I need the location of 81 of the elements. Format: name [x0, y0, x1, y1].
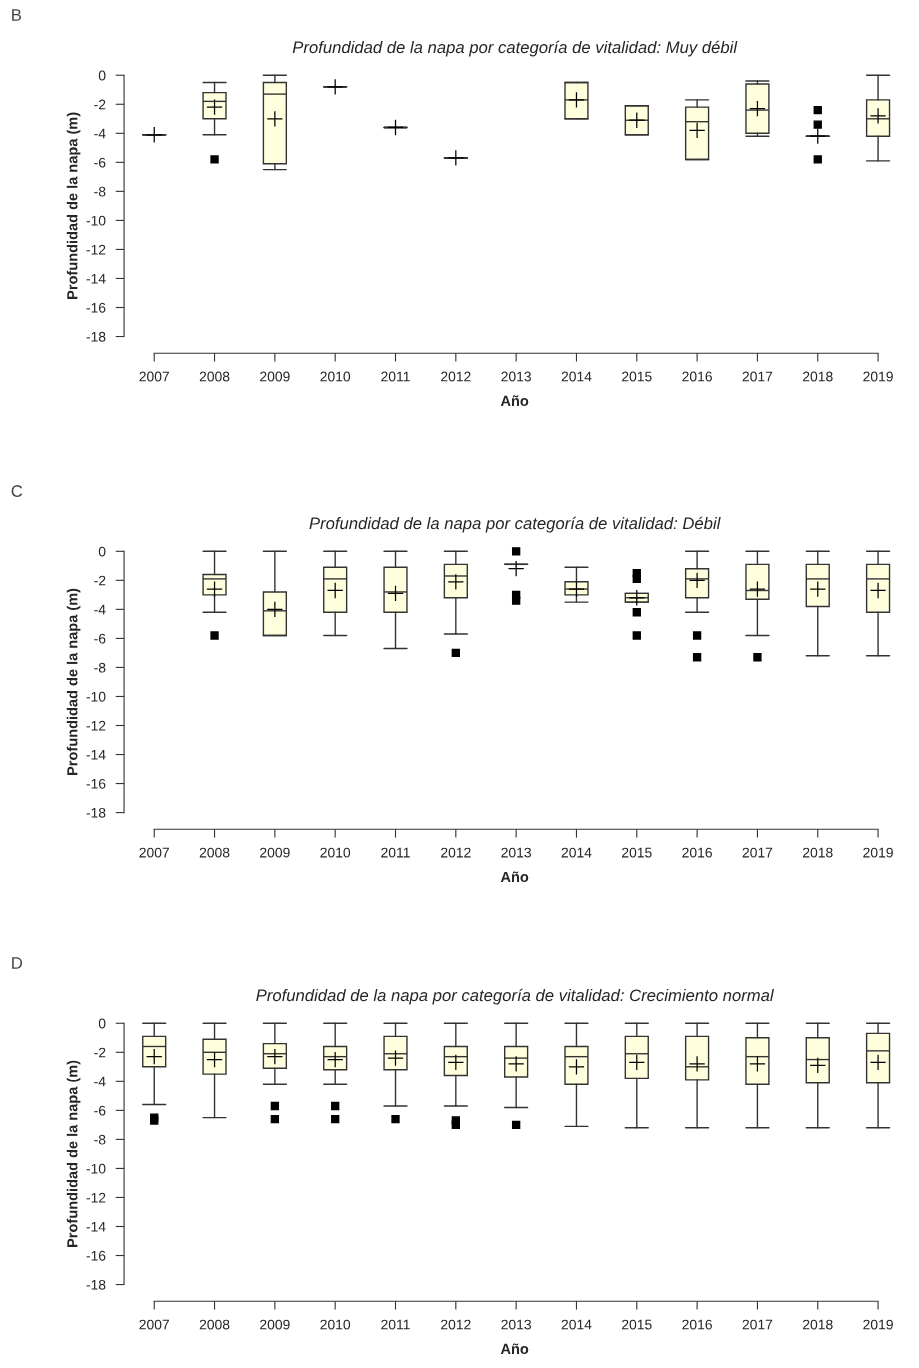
x-tick-label: 2017 [742, 371, 773, 382]
x-tick-label: 2018 [803, 847, 833, 858]
x-tick-label: 2007 [139, 371, 169, 382]
x-tick-label: 2013 [501, 1319, 531, 1330]
x-tick-label: 2009 [260, 1319, 290, 1330]
y-tick-label: -18 [86, 807, 106, 818]
y-tick-label: -10 [86, 691, 106, 702]
x-tick-label: 2016 [682, 371, 712, 382]
x-tick-label: 2015 [622, 1319, 652, 1330]
x-tick-label: 2007 [139, 847, 169, 858]
y-tick-label: -4 [94, 1076, 106, 1087]
x-tick-label: 2008 [199, 371, 230, 382]
x-tick-label: 2017 [742, 847, 773, 858]
x-tick-label: 2008 [199, 847, 230, 858]
x-tick-label: 2011 [381, 847, 410, 858]
y-tick-label: -18 [86, 1279, 106, 1290]
chart-title: Profundidad de la napa por categoría de vitalidad: Débil [309, 516, 721, 533]
y-tick-label: 0 [98, 70, 106, 81]
y-tick-label: -8 [94, 1134, 106, 1145]
y-tick-label: -10 [86, 215, 106, 226]
y-axis-title: Profundidad de la napa (m) [66, 112, 81, 299]
x-tick-label: 2015 [622, 847, 652, 858]
y-tick-label: -8 [94, 662, 106, 673]
chart-title: Profundidad de la napa por categoría de vitalidad: Muy débil [292, 40, 738, 57]
y-tick-label: -12 [86, 244, 106, 255]
x-tick-label: 2013 [501, 371, 531, 382]
x-tick-label: 2013 [501, 847, 531, 858]
text: D [12, 957, 23, 969]
x-tick-label: 2016 [682, 847, 712, 858]
x-tick-label: 2016 [682, 1319, 712, 1330]
x-tick-label: 2019 [863, 1319, 893, 1330]
x-tick-label: 2019 [863, 371, 893, 382]
x-tick-label: 2010 [320, 847, 351, 858]
x-tick-label: 2015 [622, 371, 652, 382]
y-tick-label: -6 [94, 1105, 106, 1116]
x-tick-label: 2009 [260, 371, 290, 382]
y-tick-label: -6 [94, 157, 106, 168]
x-tick-label: 2017 [742, 1319, 773, 1330]
y-tick-label: -14 [86, 750, 106, 760]
y-tick-label: -12 [86, 720, 106, 731]
x-tick-label: 2011 [381, 371, 410, 382]
y-tick-label: -4 [94, 128, 106, 139]
x-tick-label: 2009 [260, 847, 290, 858]
y-axis-title: Profundidad de la napa (m) [66, 1060, 81, 1247]
y-tick-label: 0 [98, 546, 106, 557]
text: C [11, 485, 23, 497]
y-tick-label: -8 [94, 186, 106, 197]
y-tick-label: -14 [86, 273, 106, 284]
y-tick-label: -6 [94, 633, 106, 644]
y-tick-label: -12 [86, 1192, 106, 1203]
x-tick-label: 2012 [441, 371, 471, 382]
y-tick-label: -4 [94, 604, 106, 615]
y-tick-label: -2 [94, 575, 106, 586]
y-tick-label: -14 [86, 1221, 106, 1232]
x-tick-label: 2010 [320, 371, 351, 382]
text: B [12, 9, 22, 21]
y-tick-label: -18 [86, 331, 106, 342]
x-tick-label: 2018 [803, 371, 833, 382]
x-axis-title: Año [500, 1343, 529, 1355]
chart-title: Profundidad de la napa por categoría de vitalidad: Crecimiento normal [256, 988, 774, 1005]
x-tick-label: 2019 [863, 847, 893, 858]
x-tick-label: 2014 [561, 847, 592, 858]
x-tick-label: 2012 [441, 847, 471, 858]
x-tick-label: 2018 [803, 1319, 833, 1330]
x-tick-label: 2007 [139, 1319, 169, 1330]
y-tick-label: -2 [94, 99, 106, 110]
y-axis-title: Profundidad de la napa (m) [66, 588, 81, 775]
y-tick-label: -10 [86, 1163, 106, 1174]
x-tick-label: 2011 [381, 1319, 410, 1330]
x-tick-label: 2008 [199, 1319, 230, 1330]
x-tick-label: 2010 [320, 1319, 351, 1330]
y-tick-label: -16 [86, 778, 106, 789]
x-axis-title: Año [500, 395, 529, 407]
y-tick-label: -16 [86, 1250, 106, 1261]
x-tick-label: 2012 [441, 1319, 471, 1330]
y-tick-label: 0 [98, 1018, 106, 1029]
y-tick-label: -2 [94, 1047, 106, 1058]
y-tick-label: -16 [86, 302, 106, 313]
x-tick-label: 2014 [561, 371, 592, 382]
x-axis-title: Año [500, 871, 529, 883]
x-tick-label: 2014 [561, 1319, 592, 1330]
